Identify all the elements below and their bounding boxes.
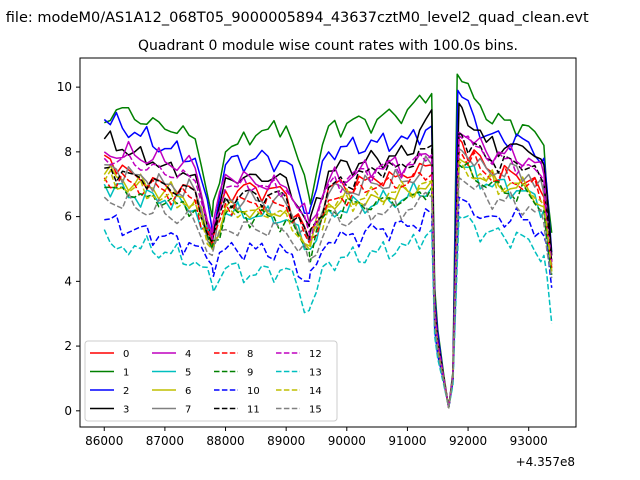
legend-label: 4 <box>185 349 191 360</box>
legend-label: 12 <box>309 349 322 360</box>
y-axis: 0 2 4 6 8 10 <box>57 80 80 418</box>
series-line-2 <box>103 89 553 409</box>
legend-label: 9 <box>247 368 253 379</box>
x-tick-label: 88000 <box>206 434 244 448</box>
legend-label: 15 <box>309 405 322 416</box>
legend-label: 7 <box>185 405 191 416</box>
series-line-13 <box>103 215 553 409</box>
legend-label: 6 <box>185 386 191 397</box>
series-line-6 <box>103 157 553 409</box>
legend-label: 8 <box>247 349 253 360</box>
chart-title: Quadrant 0 module wise count rates with … <box>138 38 518 54</box>
y-tick-label: 0 <box>64 404 72 418</box>
x-tick-label: 93000 <box>510 434 548 448</box>
y-tick-label: 8 <box>64 145 72 159</box>
legend-label: 10 <box>247 386 260 397</box>
series-line-8 <box>103 151 553 409</box>
series-line-14 <box>103 160 553 409</box>
x-axis-offset-label: +4.357e8 <box>516 455 575 469</box>
legend-label: 13 <box>309 368 322 379</box>
legend-label: 1 <box>123 368 129 379</box>
legend-label: 2 <box>123 386 129 397</box>
x-tick-label: 91000 <box>388 434 426 448</box>
legend-label: 14 <box>309 386 322 397</box>
legend-label: 5 <box>185 368 191 379</box>
y-tick-label: 6 <box>64 210 72 224</box>
figure-suptitle: n file: modeM0/AS1A12_068T05_9000005894_… <box>0 10 589 26</box>
series-line-3 <box>103 102 553 409</box>
series-line-4 <box>103 131 553 409</box>
legend-frame <box>84 340 338 422</box>
series-line-12 <box>103 134 553 409</box>
y-tick-label: 2 <box>64 339 72 353</box>
plot-frame <box>79 57 577 428</box>
x-tick-label: 89000 <box>267 434 305 448</box>
series-line-11 <box>104 131 553 409</box>
y-tick-label: 4 <box>64 274 72 288</box>
series-line-10 <box>104 196 553 409</box>
x-tick-label: 86000 <box>85 434 123 448</box>
series-layer <box>103 73 553 409</box>
x-axis: 86000 87000 88000 89000 90000 91000 92000 93000 <box>85 427 548 448</box>
x-tick-label: 92000 <box>449 434 487 448</box>
series-line-15 <box>103 177 553 409</box>
y-tick-label: 10 <box>57 80 72 94</box>
legend-label: 0 <box>123 349 129 360</box>
series-line-9 <box>104 162 553 409</box>
x-tick-label: 87000 <box>146 434 184 448</box>
legend-label: 3 <box>123 405 129 416</box>
legend-label: 11 <box>247 405 260 416</box>
series-line-1 <box>104 73 553 409</box>
x-tick-label: 90000 <box>328 434 366 448</box>
